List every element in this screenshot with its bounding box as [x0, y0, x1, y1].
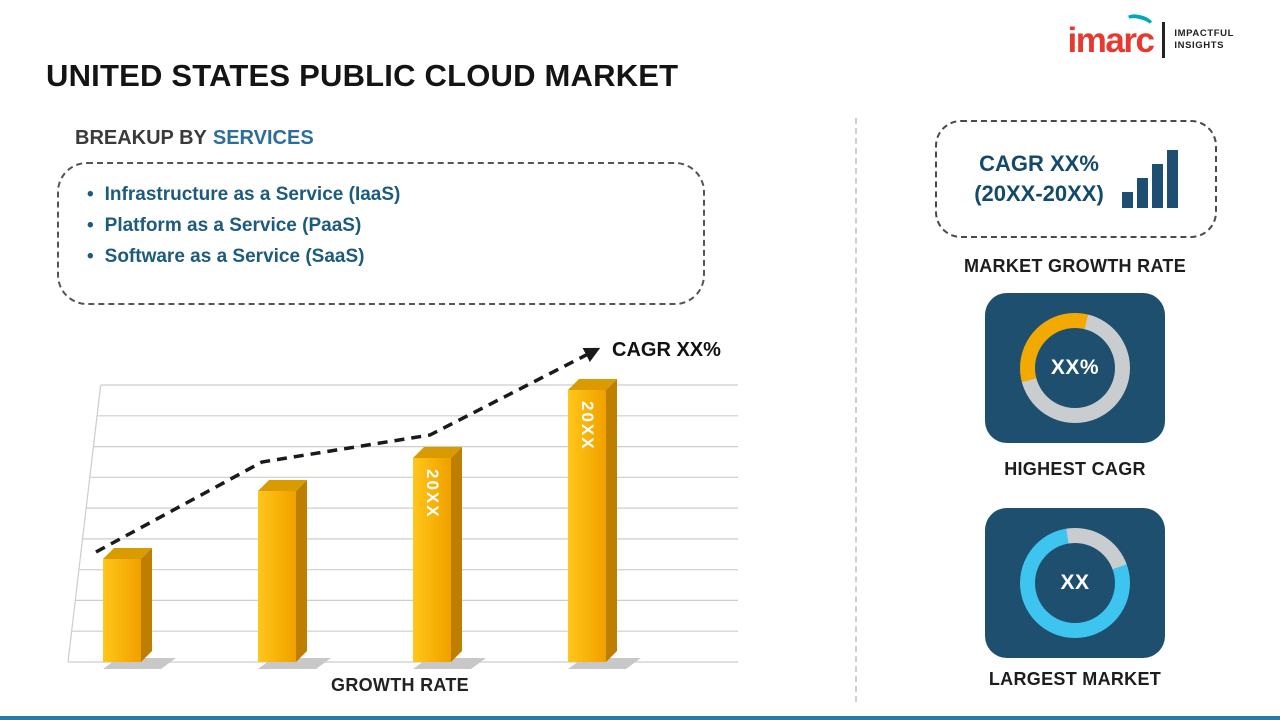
cagr-value: CAGR XX% — [979, 151, 1099, 177]
cagr-period: (20XX-20XX) — [974, 181, 1104, 206]
services-list-box: Infrastructure as a Service (IaaS) Platf… — [57, 162, 705, 305]
bar-label: 20XX — [578, 401, 597, 451]
chart-bar: 20XX — [413, 458, 451, 662]
trend-arrow — [95, 347, 601, 554]
chart-canvas — [67, 347, 738, 669]
market-growth-rate-label: MARKET GROWTH RATE — [963, 256, 1187, 276]
imarc-logo: imarc IMPACTFUL INSIGHTS — [1067, 11, 1234, 60]
chart-bar: 20XX — [568, 390, 606, 662]
chart-bar — [258, 491, 296, 662]
list-item: Software as a Service (SaaS) — [87, 241, 683, 272]
highest-cagr-donut: XX% — [1020, 313, 1130, 423]
highest-cagr-label: HIGHEST CAGR — [1004, 459, 1146, 479]
page-title: UNITED STATES PUBLIC CLOUD MARKET — [46, 58, 679, 93]
largest-market-tile: XX — [985, 508, 1165, 658]
chart-gridlines — [67, 384, 738, 663]
logo-divider — [1162, 22, 1166, 58]
bar-shadows — [103, 658, 641, 669]
vertical-divider — [855, 118, 857, 702]
breakup-heading-highlight: SERVICES — [212, 127, 314, 149]
cagr-annotation: CAGR XX% — [612, 339, 721, 361]
bar-chart-icon — [1121, 150, 1178, 208]
list-item: Infrastructure as a Service (IaaS) — [87, 179, 683, 210]
largest-market-label: LARGEST MARKET — [988, 669, 1162, 689]
bottom-accent-bar — [0, 716, 1280, 720]
breakup-heading-prefix: BREAKUP BY — [75, 127, 207, 149]
bar-label: 20XX — [423, 469, 442, 519]
list-item: Platform as a Service (PaaS) — [87, 210, 683, 241]
cagr-box-text: CAGR XX% (20XX-20XX) — [974, 149, 1104, 208]
breakup-heading: BREAKUP BY SERVICES — [75, 127, 314, 150]
largest-market-value: XX — [1035, 543, 1115, 623]
x-axis-label: GROWTH RATE — [331, 675, 469, 695]
largest-market-donut: XX — [1020, 528, 1130, 638]
logo-tagline: IMPACTFUL INSIGHTS — [1174, 28, 1234, 53]
highest-cagr-tile: XX% — [985, 293, 1165, 443]
logo-tagline-line2: INSIGHTS — [1174, 40, 1225, 51]
services-list: Infrastructure as a Service (IaaS) Platf… — [87, 179, 683, 272]
cagr-box: CAGR XX% (20XX-20XX) — [935, 120, 1217, 238]
growth-rate-chart: 20XX 20XX CAGR XX% GROWTH RATE — [62, 338, 738, 695]
logo-brand: imarc — [1067, 11, 1156, 60]
logo-brand-text: imarc — [1067, 20, 1155, 60]
highest-cagr-value: XX% — [1035, 328, 1115, 408]
logo-tagline-line1: IMPACTFUL — [1174, 27, 1234, 39]
chart-bar — [103, 559, 141, 662]
